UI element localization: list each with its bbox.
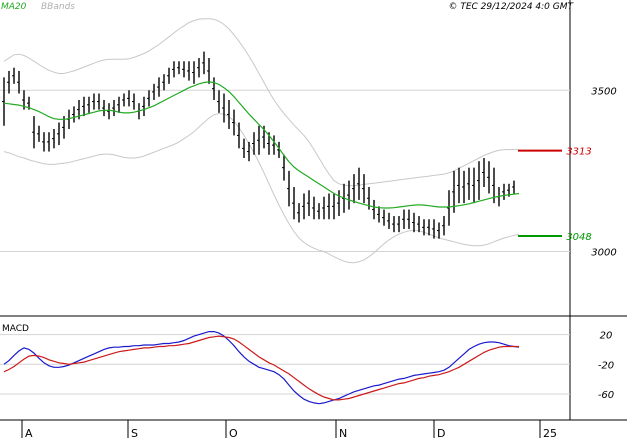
copyright-label: © TEC 29/12/2024 4:0 GMT [448,2,574,12]
macd-tick-label--20: -20 [598,360,614,371]
macd-signal-line [3,335,519,401]
x-tick-label-A: A [25,427,33,440]
price-tick-label-3500: 3500 [591,86,616,97]
x-tick-label-O: O [229,427,238,440]
price-tick-label-3000: 3000 [591,248,616,259]
bbands-legend-label: BBands [41,2,75,12]
ma20-legend-label: MA20 [1,2,27,12]
ma20-line [3,81,520,209]
x-tick-label-N: N [339,427,347,440]
x-tick-label-S: S [131,427,138,440]
macd-tick-label-20: 20 [600,331,613,342]
macd-tick-label--60: -60 [598,390,614,401]
macd-line [3,331,520,405]
bband-upper-line [3,18,519,187]
x-tick-label-D: D [437,427,445,440]
x-axis: A S O N D 25 [21,420,557,440]
bband-lower-line [3,112,520,264]
support-level-label: 3048 [566,232,591,243]
resistance-level-label: 3313 [566,147,591,158]
price-panel: 3500 3000 3313 3048 [0,18,617,264]
macd-panel: 20 -20 -60 [0,331,614,405]
macd-title: MACD [2,324,29,334]
x-tick-label-25: 25 [543,427,557,440]
